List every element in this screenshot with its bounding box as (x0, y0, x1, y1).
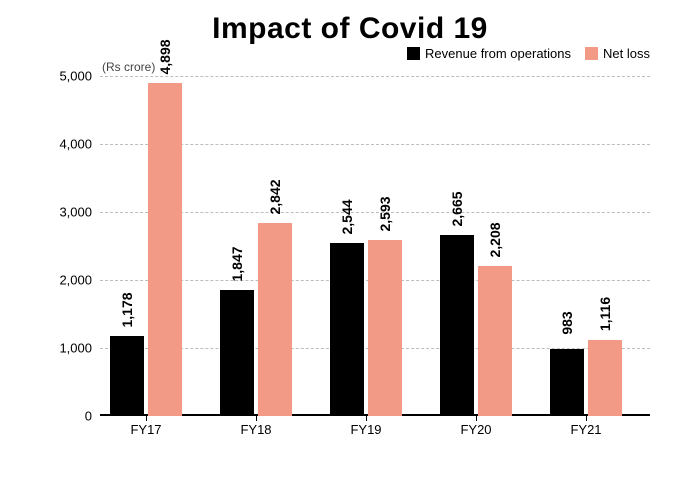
chart-title: Impact of Covid 19 (0, 12, 700, 46)
x-tick-label: FY18 (240, 422, 271, 437)
bar-group: 1,1784,898FY17 (110, 83, 182, 416)
plot-area: 01,0002,0003,0004,0005,0001,1784,898FY17… (100, 76, 650, 416)
bar-netloss: 1,116 (588, 340, 622, 416)
legend-item-revenue: Revenue from operations (407, 46, 571, 61)
legend-item-netloss: Net loss (585, 46, 650, 61)
x-tick-mark (146, 416, 147, 421)
x-tick-label: FY19 (350, 422, 381, 437)
bar-revenue: 2,665 (440, 235, 474, 416)
y-tick-label: 0 (85, 409, 92, 424)
bar-revenue: 1,178 (110, 336, 144, 416)
y-tick-label: 5,000 (59, 69, 92, 84)
bar-value-label: 2,665 (449, 191, 465, 226)
bar-value-label: 2,842 (267, 179, 283, 214)
x-tick-mark (256, 416, 257, 421)
bar-group: 2,5442,593FY19 (330, 240, 402, 416)
bar-value-label: 983 (559, 311, 575, 334)
y-tick-label: 3,000 (59, 205, 92, 220)
bar-netloss: 4,898 (148, 83, 182, 416)
bar-value-label: 1,178 (119, 292, 135, 327)
legend-swatch-netloss (585, 47, 598, 60)
bar-value-label: 1,847 (229, 247, 245, 282)
y-tick-label: 4,000 (59, 137, 92, 152)
legend: Revenue from operations Net loss (407, 46, 650, 61)
bar-value-label: 4,898 (157, 39, 173, 74)
bar-group: 1,8472,842FY18 (220, 223, 292, 416)
y-tick-label: 1,000 (59, 341, 92, 356)
x-tick-mark (476, 416, 477, 421)
x-tick-label: FY21 (570, 422, 601, 437)
bar-group: 2,6652,208FY20 (440, 235, 512, 416)
legend-swatch-revenue (407, 47, 420, 60)
bar-netloss: 2,593 (368, 240, 402, 416)
bar-value-label: 2,208 (487, 222, 503, 257)
y-tick-label: 2,000 (59, 273, 92, 288)
bar-value-label: 2,544 (339, 199, 355, 234)
legend-label-netloss: Net loss (603, 46, 650, 61)
grid-line (100, 212, 650, 213)
bar-revenue: 1,847 (220, 290, 254, 416)
bar-netloss: 2,208 (478, 266, 512, 416)
x-tick-label: FY20 (460, 422, 491, 437)
unit-label: (Rs crore) (102, 60, 155, 74)
bar-value-label: 1,116 (597, 297, 613, 331)
bar-revenue: 983 (550, 349, 584, 416)
grid-line (100, 144, 650, 145)
bar-revenue: 2,544 (330, 243, 364, 416)
bar-group: 9831,116FY21 (550, 340, 622, 416)
bar-value-label: 2,593 (377, 196, 393, 231)
chart-container: (Rs crore) Revenue from operations Net l… (30, 46, 670, 466)
legend-label-revenue: Revenue from operations (425, 46, 571, 61)
x-tick-mark (366, 416, 367, 421)
bar-netloss: 2,842 (258, 223, 292, 416)
x-tick-label: FY17 (130, 422, 161, 437)
grid-line (100, 76, 650, 77)
x-tick-mark (586, 416, 587, 421)
